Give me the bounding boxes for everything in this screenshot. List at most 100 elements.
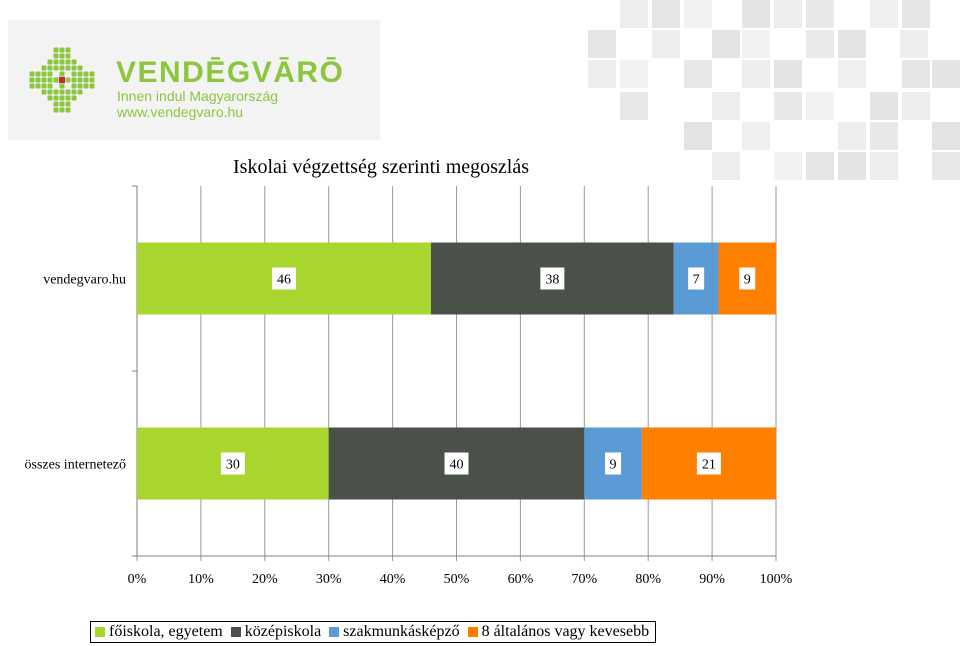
decorative-tile (900, 30, 928, 58)
logo-mark-dot (77, 77, 83, 83)
logo-mark-dot (35, 83, 41, 89)
logo-mark-dot (65, 59, 71, 65)
decorative-tile (684, 122, 712, 150)
logo-mark-dot (53, 107, 59, 113)
data-label-box (271, 267, 296, 290)
logo-mark-dot (65, 53, 71, 59)
logo-mark-dot (71, 71, 77, 77)
logo-mark-dot (41, 65, 47, 71)
data-label-box (444, 452, 469, 475)
logo-mark-dot (89, 77, 95, 83)
logo-mark-dot (71, 77, 77, 83)
logo-mark-dot (59, 89, 65, 95)
category-label: vendegvaro.hu (43, 273, 126, 288)
legend-swatch (95, 627, 105, 637)
decorative-tile (742, 30, 770, 58)
logo-mark-dot (65, 101, 71, 107)
x-tick-label: 90% (699, 572, 725, 587)
legend-item: középiskola (230, 623, 321, 641)
logo-mark-dot (53, 65, 59, 71)
logo-mark-dot (41, 89, 47, 95)
logo-mark-center (59, 77, 65, 83)
decorative-tile (588, 60, 616, 88)
data-label: 38 (545, 273, 559, 288)
data-label-box (605, 452, 622, 475)
logo-mark-dot (47, 71, 53, 77)
decorative-tile (684, 0, 712, 28)
decorative-tile (870, 152, 898, 180)
logo-mark-dot (59, 95, 65, 101)
logo-mark-dot (59, 53, 65, 59)
x-tick-label: 50% (444, 572, 470, 587)
logo-mark-dot (41, 77, 47, 83)
decorative-tile (870, 0, 898, 28)
decorative-tile (932, 60, 960, 88)
decorative-tile (774, 92, 802, 120)
logo-mark-dot (59, 83, 65, 89)
decorative-tile (806, 30, 834, 58)
data-label-box (696, 452, 721, 475)
logo-tagline: Innen indul Magyarország (117, 88, 279, 104)
chart-legend: főiskola, egyetem középiskola szakmunkáské… (90, 621, 657, 643)
logo-mark-dot (29, 77, 35, 83)
decorative-tile (870, 122, 898, 150)
x-tick-label: 100% (760, 572, 793, 587)
decorative-tile (712, 30, 740, 58)
legend-item: 8 általános vagy kevesebb (467, 623, 650, 641)
logo-mark-dot (53, 101, 59, 107)
logo-mark-dot (59, 101, 65, 107)
logo-mark-dot (41, 71, 47, 77)
logo-mark-dot (53, 47, 59, 53)
logo-mark-dot (65, 95, 71, 101)
logo-mark-dot (59, 107, 65, 113)
logo-mark-dot (65, 65, 71, 71)
data-label-box (220, 452, 245, 475)
decorative-tile (902, 92, 930, 120)
logo-mark-dot (29, 71, 35, 77)
decorative-tile (742, 122, 770, 150)
logo-mark-dot (83, 77, 89, 83)
logo-mark-dot (65, 107, 71, 113)
x-tick-label: 40% (380, 572, 406, 587)
x-tick-label: 60% (508, 572, 534, 587)
logo-mark-dot (59, 47, 65, 53)
decorative-tile (774, 152, 802, 180)
legend-label: 8 általános vagy kevesebb (481, 623, 650, 640)
logo-mark-dot (71, 65, 77, 71)
logo-mark-dot (59, 65, 65, 71)
x-tick-label: 70% (571, 572, 597, 587)
data-label: 7 (693, 273, 700, 288)
x-tick-label: 80% (635, 572, 661, 587)
decorative-tile (838, 152, 866, 180)
logo-mark-dot (77, 89, 83, 95)
decorative-tile-pattern (588, 0, 960, 180)
decorative-tile (652, 0, 680, 28)
data-label-box (739, 267, 756, 290)
logo-mark-dot (89, 71, 95, 77)
decorative-tile (870, 92, 898, 120)
data-label: 9 (744, 273, 751, 288)
logo-mark-dot (47, 83, 53, 89)
x-tick-label: 20% (252, 572, 278, 587)
logo-mark-dot (47, 59, 53, 65)
logo-mark-dot (29, 83, 35, 89)
x-tick-label: 30% (316, 572, 342, 587)
data-label: 30 (226, 458, 240, 473)
vendegvaro-logo: VENDĒGVĀRŌ Innen indul Magyarország www.… (8, 20, 380, 140)
decorative-tile (806, 92, 834, 120)
logo-mark-dot (65, 89, 71, 95)
logo-mark-dot (59, 59, 65, 65)
legend-item: főiskola, egyetem (95, 623, 223, 641)
logo-mark-dot (53, 89, 59, 95)
logo-mark-dot (47, 65, 53, 71)
logo-mark-dot (65, 77, 71, 83)
logo-mark-dot (71, 59, 77, 65)
decorative-tile (620, 60, 648, 88)
logo-brand-text: VENDĒGVĀRŌ (116, 56, 345, 89)
decorative-tile (902, 0, 930, 28)
decorative-tile (838, 122, 866, 150)
logo-mark-dot (35, 77, 41, 83)
data-label: 40 (450, 458, 464, 473)
legend-label: főiskola, egyetem (109, 623, 223, 640)
